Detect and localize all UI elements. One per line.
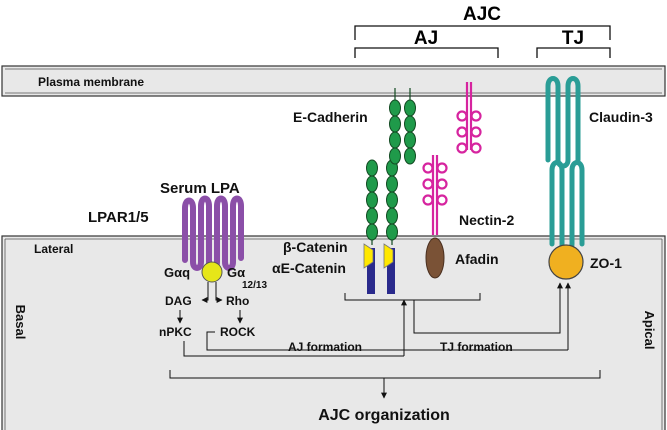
- aj-header: AJ: [414, 28, 438, 49]
- npkc-label: nPKC: [159, 325, 192, 339]
- claudin-3: [545, 76, 585, 253]
- claudin-label: Claudin-3: [589, 109, 653, 125]
- ajc-bracket: AJC: [354, 4, 611, 40]
- e-cadherin-label: E-Cadherin: [293, 109, 368, 125]
- signaling-connectors: [183, 282, 571, 357]
- catenin-complex: [363, 243, 395, 294]
- g-alpha-12-label: Gα: [227, 265, 245, 280]
- afadin-icon: [425, 237, 445, 279]
- g-protein-branch-arrows: [201, 282, 223, 303]
- basal-label: Basal: [13, 305, 28, 340]
- lpar-label: LPAR1/5: [88, 209, 149, 226]
- ajc-organization-label: AJC organization: [318, 407, 450, 424]
- g-protein-icon: [201, 261, 223, 283]
- tj-formation-label: TJ formation: [440, 340, 513, 354]
- rock-label: ROCK: [220, 325, 256, 339]
- e-cadherin-right: [386, 159, 398, 245]
- aj-bracket: AJ: [354, 28, 499, 58]
- ajc-organization-bracket: [169, 370, 601, 399]
- junction-bracket: [344, 282, 563, 334]
- afadin-label: Afadin: [455, 251, 499, 267]
- nectin-2: [422, 82, 482, 235]
- e-cadherin-partner: [389, 88, 416, 165]
- g-alpha-12-subscript: 12/13: [242, 280, 267, 291]
- lateral-label: Lateral: [34, 242, 73, 256]
- apical-label: Apical: [642, 310, 657, 349]
- g-alpha-q-label: Gαq: [164, 265, 190, 280]
- nectin-label: Nectin-2: [459, 212, 514, 228]
- alpha-catenin-label: αE-Catenin: [272, 260, 346, 276]
- tj-header: TJ: [562, 28, 584, 49]
- serum-lpa-label: Serum LPA: [160, 180, 240, 197]
- beta-catenin-label: β-Catenin: [283, 239, 348, 255]
- ajc-header: AJC: [463, 4, 501, 25]
- tj-bracket: TJ: [536, 28, 611, 58]
- dag-label: DAG: [165, 294, 192, 308]
- rho-label: Rho: [226, 294, 249, 308]
- zo1-label: ZO-1: [590, 255, 622, 271]
- e-cadherin-left: [366, 159, 378, 245]
- plasma-membrane-label: Plasma membrane: [38, 75, 144, 89]
- zo1-icon: [548, 244, 584, 280]
- aj-formation-label: AJ formation: [288, 340, 362, 354]
